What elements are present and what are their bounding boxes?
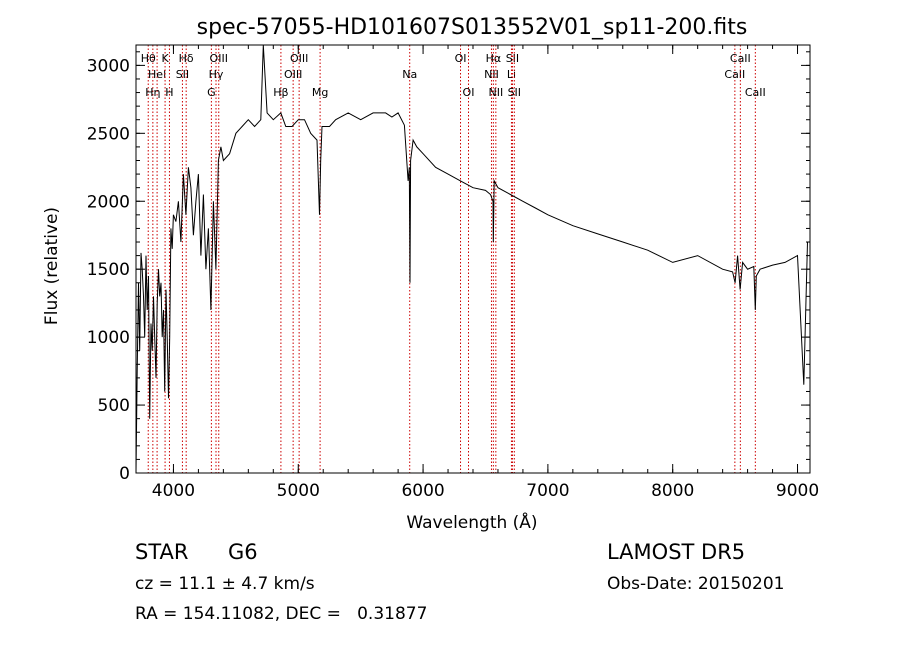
line-marker-label: Hβ	[273, 86, 288, 99]
line-marker-label: CaII	[730, 52, 751, 65]
survey-name: LAMOST DR5	[607, 540, 746, 564]
axes: 4000 5000 6000 7000 8000 9000 0 500 1000 1500 2000…	[87, 45, 819, 501]
line-marker-label: Hδ	[179, 52, 194, 65]
y-tick-label: 3000	[87, 56, 130, 76]
line-marker-label: OIII	[290, 52, 308, 65]
plot-frame	[135, 44, 811, 474]
line-marker-label: OI	[455, 52, 467, 65]
y-tick-label: 0	[119, 464, 130, 484]
line-marker-label: SII	[508, 86, 521, 99]
x-tick-label: 8000	[651, 481, 694, 501]
observation-date: Obs-Date: 20150201	[607, 574, 785, 594]
y-tick-label: 1000	[87, 328, 130, 348]
line-marker-label: OIII	[210, 52, 228, 65]
chart-title: spec-57055-HD101607S013552V01_sp11-200.f…	[197, 15, 748, 40]
x-tick-label: 6000	[401, 481, 444, 501]
y-axis-label: Flux (relative)	[42, 207, 62, 325]
y-tick-label: 500	[98, 396, 130, 416]
line-marker-label: K	[161, 52, 169, 65]
line-marker-label: Mg	[312, 86, 328, 99]
line-marker-label: NII	[488, 86, 503, 99]
x-axis-label: Wavelength (Å)	[406, 511, 537, 533]
line-marker-label: G	[207, 86, 216, 99]
spectrum-line	[135, 44, 808, 474]
line-marker-label: Hα	[486, 52, 502, 65]
redshift-cz: cz = 11.1 ± 4.7 km/s	[135, 574, 315, 594]
ra-dec: RA = 154.11082, DEC = 0.31877	[135, 604, 428, 624]
line-marker-label: OIII	[284, 68, 302, 81]
y-tick-label: 1500	[87, 260, 130, 280]
line-marker-label: Li	[507, 68, 516, 81]
line-marker-label: CaII	[724, 68, 745, 81]
line-marker-label: Hη	[145, 86, 160, 99]
line-marker-label: Hγ	[209, 68, 224, 81]
line-marker-label: Hel	[148, 68, 166, 81]
line-marker-label: CaII	[745, 86, 766, 99]
x-tick-label: 4000	[152, 481, 195, 501]
y-tick-label: 2000	[87, 192, 130, 212]
line-markers: HθHηHelKHSIIHδGHγOIIIHβOIIIOIIIMgNaOIOIN…	[141, 45, 766, 473]
x-tick-label: 7000	[526, 481, 569, 501]
y-tick-label: 2500	[87, 124, 130, 144]
x-tick-label: 9000	[776, 481, 819, 501]
line-marker-label: SII	[176, 68, 189, 81]
line-marker-label: Hθ	[141, 52, 156, 65]
object-class: STAR	[135, 540, 189, 564]
line-marker-label: SII	[506, 52, 519, 65]
line-marker-label: OI	[463, 86, 475, 99]
line-marker-label: Na	[402, 68, 417, 81]
object-subclass: G6	[228, 540, 258, 564]
line-marker-label: H	[165, 86, 173, 99]
x-tick-label: 5000	[277, 481, 320, 501]
line-marker-label: NII	[484, 68, 499, 81]
